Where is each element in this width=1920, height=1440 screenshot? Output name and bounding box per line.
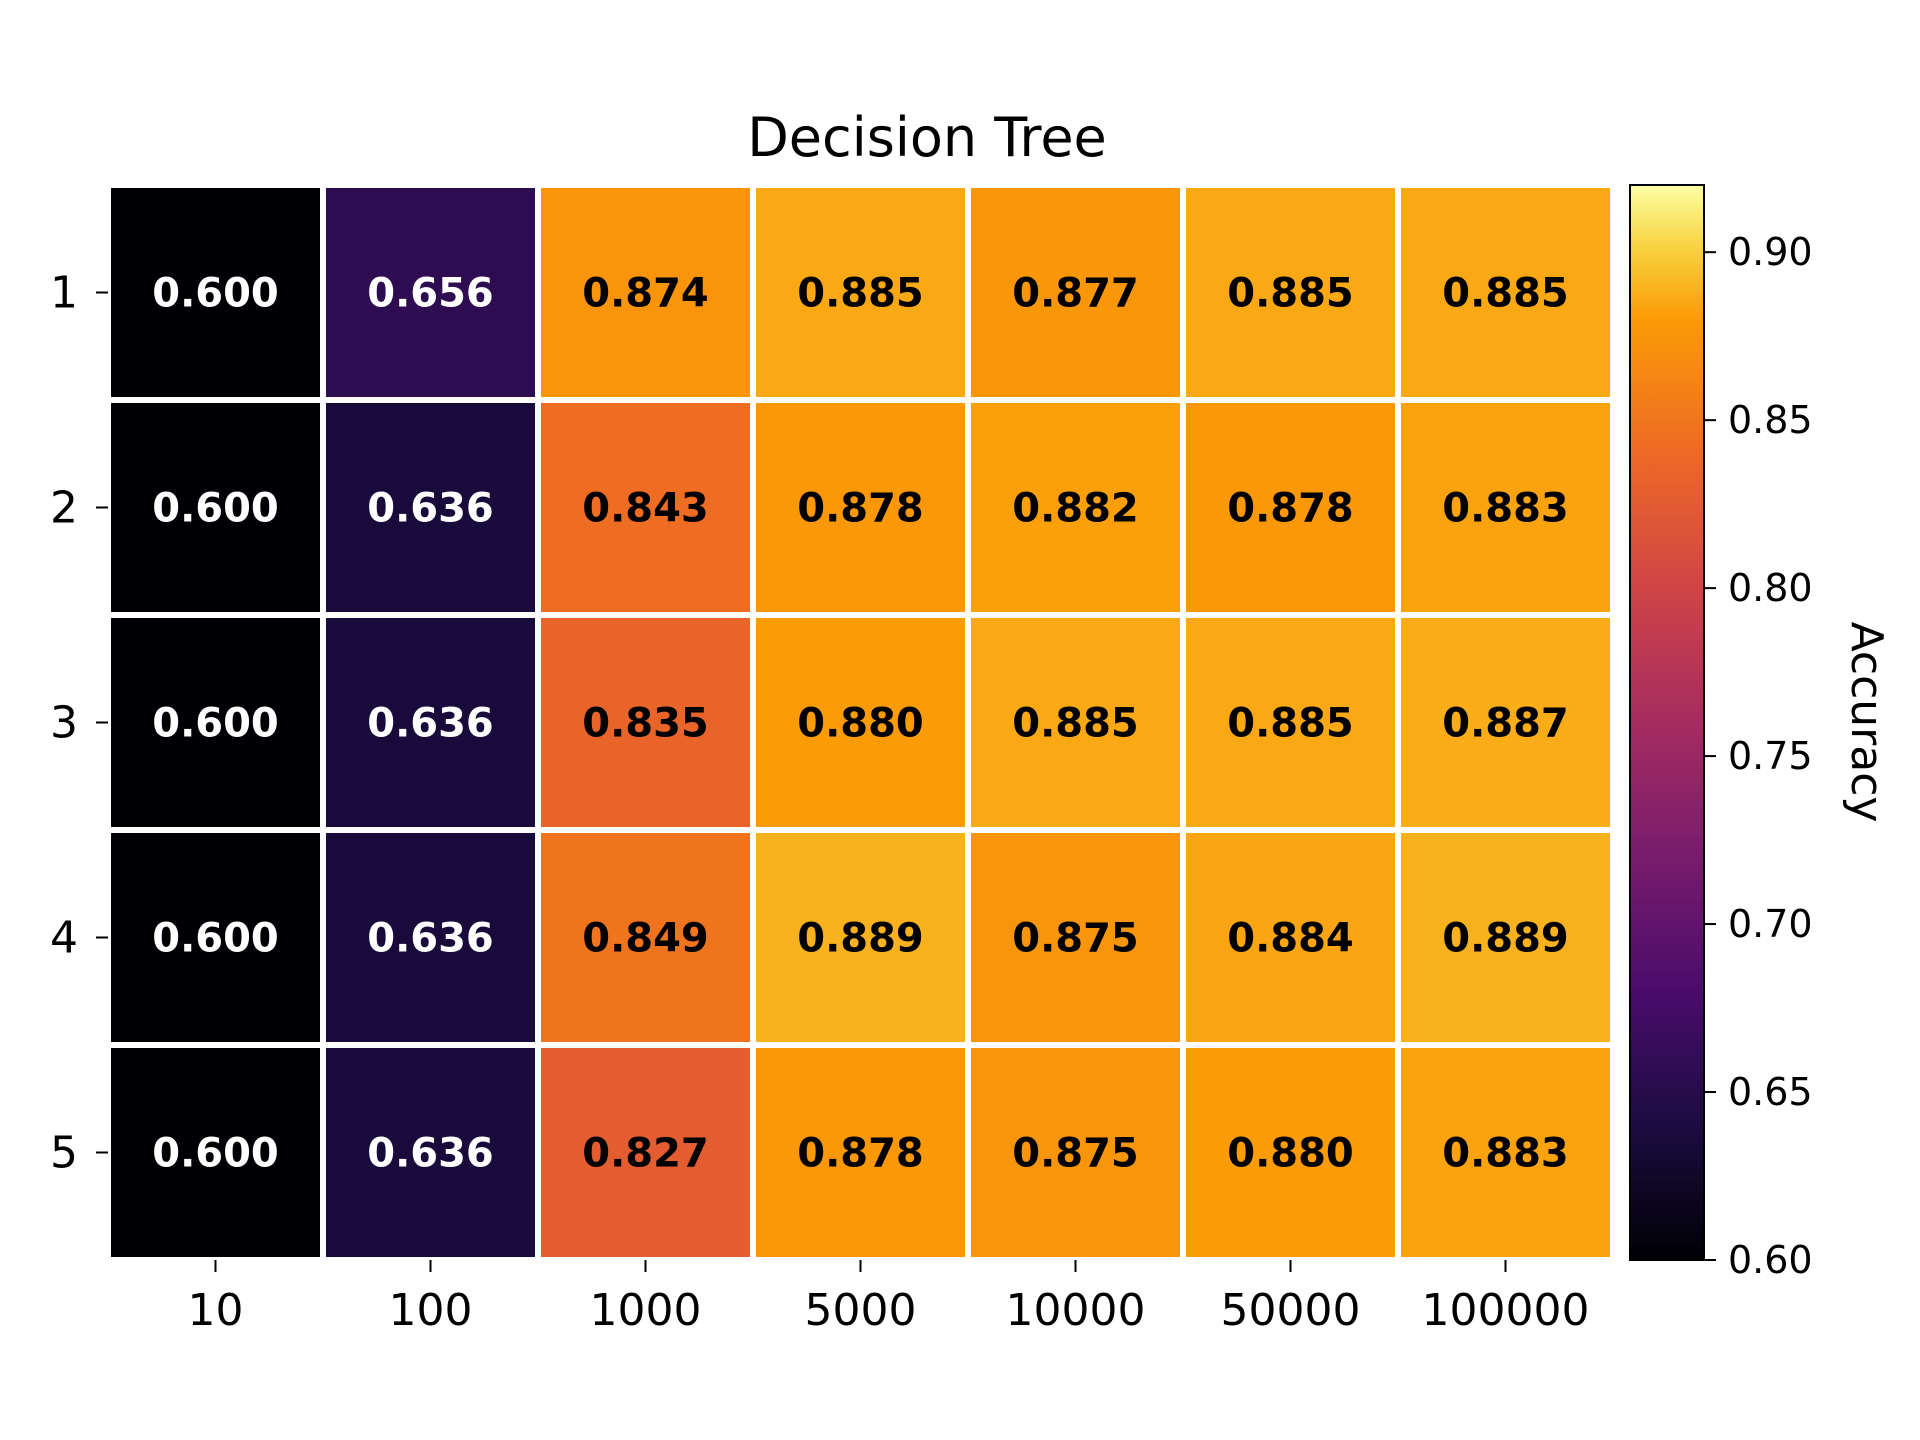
heatmap-cell: [111, 833, 320, 1042]
cell-value-label: 0.883: [1442, 1131, 1569, 1177]
heatmap-cell: [756, 833, 965, 1042]
cell-value-label: 0.656: [367, 271, 494, 317]
heatmap-cell: [1401, 618, 1610, 827]
heatmap-cell: [1186, 618, 1395, 827]
heatmap-cell: [1401, 1048, 1610, 1257]
heatmap-cell: [111, 1048, 320, 1257]
heatmap-cell: [326, 618, 535, 827]
cell-value-label: 0.887: [1442, 701, 1569, 747]
cell-value-label: 0.827: [582, 1131, 709, 1177]
y-tick-label: 4: [50, 913, 78, 964]
cell-value-label: 0.878: [797, 1131, 924, 1177]
chart-title: Decision Tree: [747, 106, 1107, 169]
cell-value-label: 0.636: [367, 701, 494, 747]
colorbar-ticks: 0.60 0.65 0.70 0.75 0.80 0.85 0.90: [1704, 230, 1813, 1282]
cell-value-label: 0.878: [797, 486, 924, 532]
heatmap-cell: [326, 1048, 535, 1257]
cell-value-label: 0.600: [152, 486, 279, 532]
heatmap-cell: [111, 403, 320, 612]
colorbar-tick-label: 0.80: [1728, 566, 1813, 610]
heatmap-cell: [541, 1048, 750, 1257]
cell-value-label: 0.636: [367, 1131, 494, 1177]
cell-value-label: 0.882: [1012, 486, 1139, 532]
heatmap-cell: [971, 833, 1180, 1042]
heatmap-cell: [541, 618, 750, 827]
heatmap-cell: [756, 188, 965, 397]
heatmap-cell: [971, 618, 1180, 827]
cell-value-label: 0.889: [1442, 916, 1569, 962]
heatmap-cell: [111, 618, 320, 827]
cell-value-label: 0.885: [1012, 701, 1139, 747]
cell-value-label: 0.874: [582, 271, 709, 317]
heatmap-cell: [326, 403, 535, 612]
y-axis: 1 2 3 4 5: [50, 268, 108, 1179]
cell-value-label: 0.883: [1442, 486, 1569, 532]
cell-value-label: 0.884: [1227, 916, 1354, 962]
y-tick-label: 2: [50, 483, 78, 534]
y-tick-label: 1: [50, 268, 78, 319]
colorbar-tick-label: 0.60: [1728, 1238, 1813, 1282]
cell-value-label: 0.875: [1012, 916, 1139, 962]
cell-value-label: 0.885: [1227, 701, 1354, 747]
heatmap-cell: [326, 833, 535, 1042]
colorbar-tick-label: 0.65: [1728, 1070, 1813, 1114]
x-tick-label: 100: [389, 1285, 473, 1336]
cell-value-label: 0.600: [152, 701, 279, 747]
heatmap-cell: [1401, 833, 1610, 1042]
cell-value-label: 0.889: [797, 916, 924, 962]
x-tick-label: 1000: [590, 1285, 702, 1336]
heatmap-cell: [1401, 403, 1610, 612]
cell-value-label: 0.885: [1227, 271, 1354, 317]
x-tick-label: 100000: [1422, 1285, 1590, 1336]
y-tick-label: 3: [50, 698, 78, 749]
colorbar-tick-label: 0.90: [1728, 230, 1813, 274]
x-tick-label: 5000: [805, 1285, 917, 1336]
heatmap-cell: [756, 403, 965, 612]
heatmap-cell: [1186, 1048, 1395, 1257]
cell-value-label: 0.885: [797, 271, 924, 317]
heatmap-cell: [111, 188, 320, 397]
cell-value-label: 0.636: [367, 486, 494, 532]
heatmap-cell: [326, 188, 535, 397]
heatmap-cell: [1186, 833, 1395, 1042]
heatmap-cell: [756, 1048, 965, 1257]
colorbar-tick-label: 0.85: [1728, 398, 1813, 442]
cell-value-label: 0.600: [152, 1131, 279, 1177]
x-tick-label: 10: [188, 1285, 244, 1336]
colorbar: 0.60 0.65 0.70 0.75 0.80 0.85 0.90 Accuracy: [1629, 184, 1892, 1282]
x-tick-label: 10000: [1006, 1285, 1146, 1336]
x-axis: 10 100 1000 5000 10000 50000 100000: [188, 1260, 1590, 1336]
heatmap-cells: 0.600 0.656 0.874 0.885 0.877 0.885 0.885 0.600…: [111, 188, 1610, 1257]
cell-value-label: 0.878: [1227, 486, 1354, 532]
colorbar-gradient: [1629, 184, 1705, 1261]
colorbar-label: Accuracy: [1841, 622, 1892, 823]
heatmap-cell: [541, 833, 750, 1042]
cell-value-label: 0.600: [152, 916, 279, 962]
cell-value-label: 0.877: [1012, 271, 1139, 317]
cell-value-label: 0.885: [1442, 271, 1569, 317]
colorbar-tick-label: 0.75: [1728, 734, 1813, 778]
heatmap-cell: [1401, 188, 1610, 397]
heatmap-cell: [971, 403, 1180, 612]
cell-value-label: 0.600: [152, 271, 279, 317]
cell-value-label: 0.880: [797, 701, 924, 747]
cell-value-label: 0.880: [1227, 1131, 1354, 1177]
y-tick-label: 5: [50, 1128, 78, 1179]
heatmap-cell: [541, 403, 750, 612]
heatmap-cell: [1186, 403, 1395, 612]
heatmap-cell: [541, 188, 750, 397]
heatmap-cell: [971, 188, 1180, 397]
colorbar-tick-label: 0.70: [1728, 902, 1813, 946]
heatmap-cell: [1186, 188, 1395, 397]
cell-value-label: 0.875: [1012, 1131, 1139, 1177]
cell-value-label: 0.636: [367, 916, 494, 962]
heatmap-cell: [756, 618, 965, 827]
x-tick-label: 50000: [1221, 1285, 1361, 1336]
cell-value-label: 0.849: [582, 916, 709, 962]
cell-value-label: 0.835: [582, 701, 709, 747]
heatmap-cell: [971, 1048, 1180, 1257]
cell-value-label: 0.843: [582, 486, 709, 532]
